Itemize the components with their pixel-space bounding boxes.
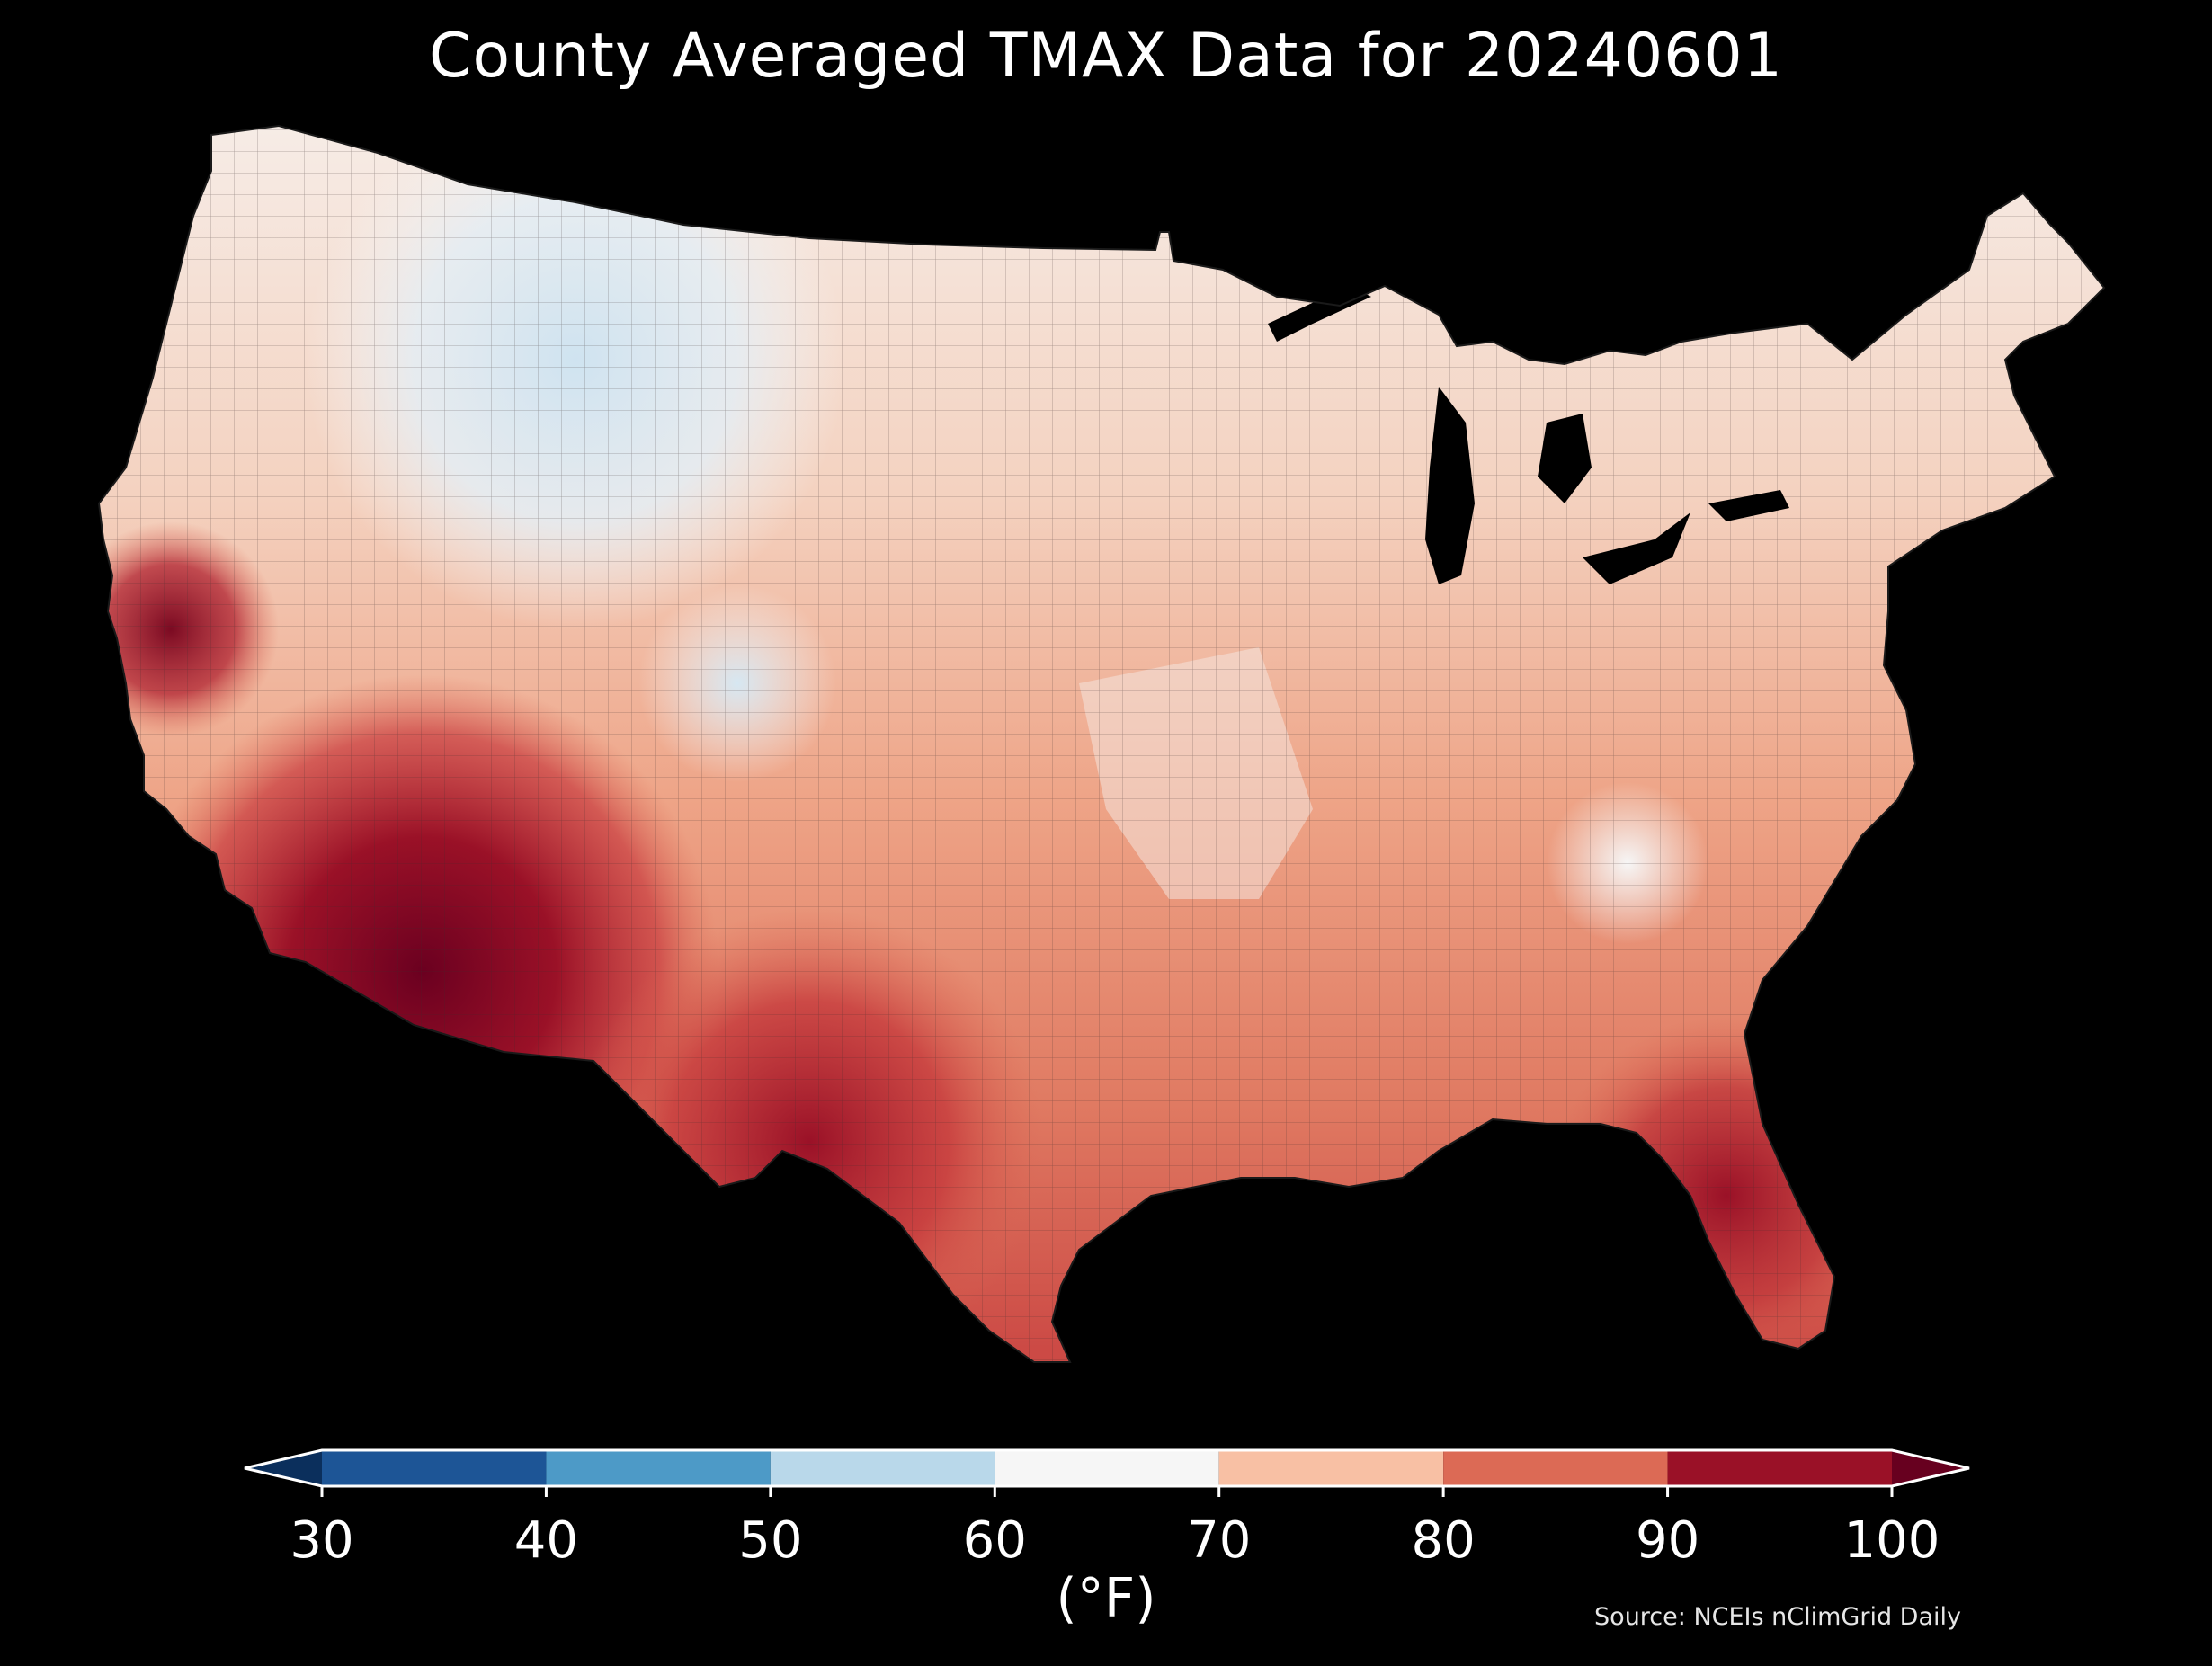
colorbar-tick-label: 100 <box>1844 1511 1940 1570</box>
colorbar-bin-60-70 <box>995 1450 1219 1486</box>
colorbar: 30 40 50 60 70 80 90 100 <box>244 1448 1970 1570</box>
colorbar-tick-label: 60 <box>963 1511 1027 1570</box>
colorbar-bin-30-40 <box>322 1450 547 1486</box>
colorbar-bin-90-100 <box>1667 1450 1892 1486</box>
source-note: Source: NCEIs nClimGrid Daily <box>1594 1603 1961 1631</box>
colorbar-bin-50-60 <box>770 1450 995 1486</box>
colorbar-over-extension <box>1892 1450 1969 1486</box>
colorbar-bin-80-90 <box>1443 1450 1668 1486</box>
colorbar-bin-40-50 <box>546 1450 771 1486</box>
colorbar-tick-label: 90 <box>1636 1511 1699 1570</box>
map-title: County Averaged TMAX Data for 20240601 <box>429 21 1783 92</box>
colorbar-tick-label: 70 <box>1187 1511 1251 1570</box>
colorbar-tick-label: 80 <box>1412 1511 1476 1570</box>
colorbar-tick-label: 50 <box>738 1511 802 1570</box>
great-lakes <box>1268 286 1789 584</box>
colorbar-bin-70-80 <box>1218 1450 1444 1486</box>
colorbar-tick-label: 40 <box>514 1511 578 1570</box>
colorbar-tick-label: 30 <box>290 1511 353 1570</box>
colorbar-label: (°F) <box>1056 1567 1156 1630</box>
colorbar-under-extension <box>245 1450 322 1486</box>
